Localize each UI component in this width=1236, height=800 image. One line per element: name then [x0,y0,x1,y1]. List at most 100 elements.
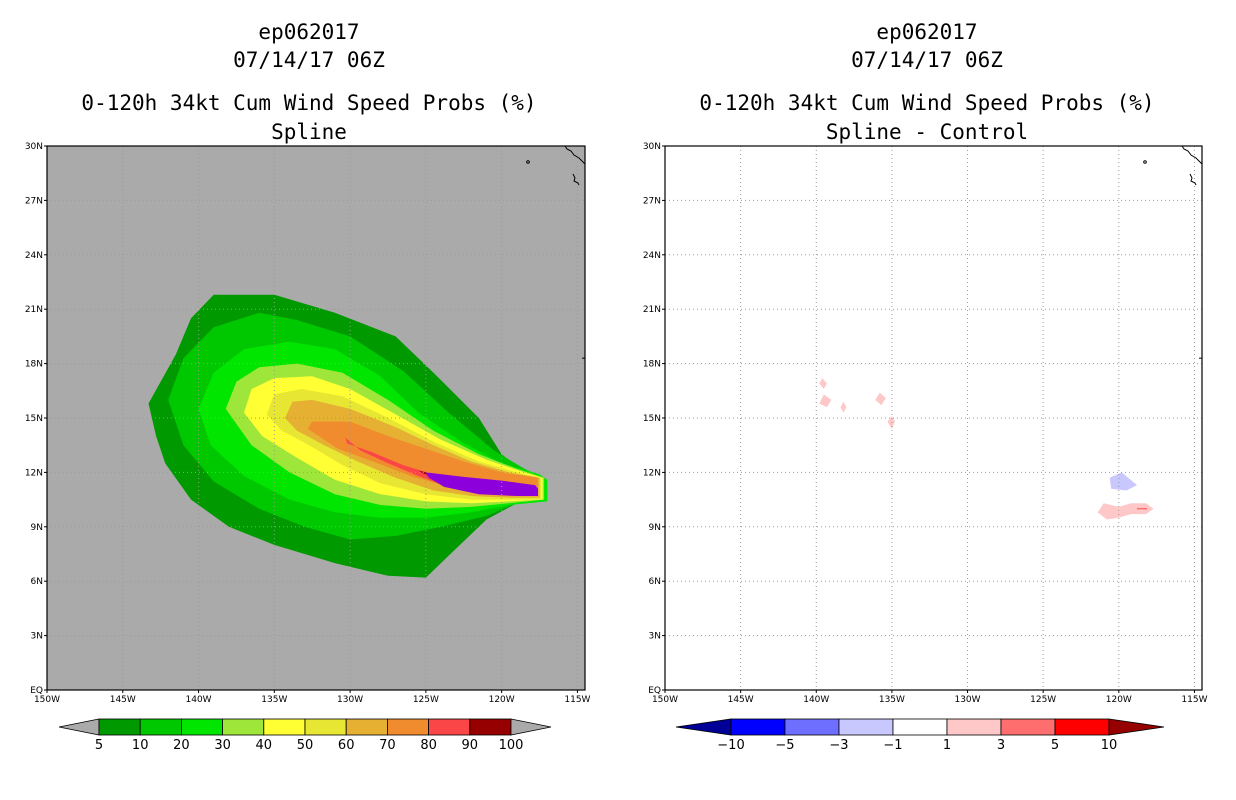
colorbar-segment [838,718,894,736]
x-tick-label: 140W [803,695,829,705]
colorbar-segment [469,718,512,736]
y-tick-label: 24N [643,251,661,261]
left-storm-id: ep062017 [258,20,360,44]
y-tick-label: 3N [31,632,43,642]
right-storm-id: ep062017 [876,20,978,44]
colorbar-label: 10 [1101,738,1118,753]
colorbar-segment [139,718,182,736]
colorbar-label: 5 [1051,738,1059,753]
y-tick-label: 12N [25,468,43,478]
prob-contour-100 [425,472,538,496]
colorbar-segment [892,718,948,736]
y-tick-label: 18N [25,360,43,370]
colorbar-segment [784,718,840,736]
colorbar-label: 80 [420,738,437,753]
left-datetime: 07/14/17 06Z [233,48,385,72]
difference-area-2 [840,401,847,413]
colorbar-label: 1 [943,738,951,753]
coastline-island [572,173,580,186]
data-layer [148,294,548,578]
x-tick-label: 115W [564,695,590,705]
colorbar-label: 70 [379,738,396,753]
colorbar-label: −5 [775,738,794,753]
y-tick-label: 21N [25,305,43,315]
right-chart-title: 0-120h 34kt Cum Wind Speed Probs (%) [699,91,1155,115]
left-chart-subtitle: Spline [271,120,347,144]
x-tick-label: 140W [186,695,212,705]
colorbar-segment [304,718,347,736]
y-tick-label: 6N [31,577,43,587]
y-tick-label: 27N [25,196,43,206]
data-layer [819,378,1154,520]
colorbar-label: 40 [256,738,273,753]
left-colorbar: 5 10 20 30 40 50 60 70 80 90 100 [58,718,552,753]
colorbar-label: 90 [462,738,479,753]
y-tick-label: 9N [31,523,43,533]
left-chart-title: 0-120h 34kt Cum Wind Speed Probs (%) [81,91,537,115]
island [1143,160,1147,164]
x-tick-label: 150W [34,695,60,705]
colorbar-segment [263,718,306,736]
colorbar-segment [1000,718,1056,736]
colorbar-label: 5 [95,738,103,753]
difference-area-6 [1109,472,1137,491]
y-tick-label: EQ [30,686,43,696]
difference-area-1 [819,394,832,408]
x-tick-label: 130W [337,695,363,705]
y-tick-label: 21N [643,305,661,315]
x-tick-label: 120W [489,695,515,705]
colorbar-label: 30 [214,738,231,753]
difference-area-0 [819,378,827,389]
colorbar-segment [946,718,1002,736]
difference-area-3 [875,392,886,406]
difference-area-4 [887,416,895,429]
colorbar-segment [98,718,141,736]
x-tick-label: 120W [1106,695,1132,705]
y-tick-label: 24N [25,251,43,261]
right-datetime: 07/14/17 06Z [851,48,1003,72]
right-colorbar: −10 −5 −3 −1 1 3 5 10 [675,718,1165,753]
colorbar-segment [428,718,471,736]
x-tick-label: 135W [879,695,905,705]
colorbar-segment [386,718,429,736]
x-tick-label: 150W [652,695,678,705]
colorbar-label: 50 [297,738,314,753]
x-tick-label: 145W [728,695,754,705]
coastline [564,145,586,165]
y-tick-label: 12N [643,468,661,478]
y-tick-label: 30N [25,142,43,152]
colorbar-over-triangle [1108,718,1165,736]
y-tick-label: 27N [643,196,661,206]
y-tick-label: 30N [643,142,661,152]
y-tick-label: EQ [648,686,661,696]
prob-contour-70 [307,421,538,496]
colorbar-segment [180,718,223,736]
x-tick-label: 135W [261,695,287,705]
colorbar-under-triangle [675,718,732,736]
y-tick-label: 15N [643,414,661,424]
colorbar-over-triangle [510,718,552,736]
coastline [1181,145,1203,165]
y-tick-label: 18N [643,360,661,370]
colorbar-segment [730,718,786,736]
y-tick-label: 9N [649,523,661,533]
difference-area-5 [1097,503,1154,520]
y-tick-label: 3N [649,632,661,642]
y-tick-label: 6N [649,577,661,587]
colorbar-label: 10 [132,738,149,753]
x-tick-label: 115W [1181,695,1207,705]
colorbar-label: 20 [173,738,190,753]
colorbar-label: −3 [829,738,848,753]
colorbar-label: 100 [499,738,524,753]
colorbar-label: −10 [717,738,744,753]
x-tick-label: 130W [954,695,980,705]
colorbar-segment [345,718,388,736]
x-tick-label: 145W [110,695,136,705]
x-tick-label: 125W [1030,695,1056,705]
colorbar-under-triangle [58,718,100,736]
right-chart-subtitle: Spline - Control [825,120,1029,144]
colorbar-label: 3 [997,738,1005,753]
coastline-island [1189,173,1197,186]
y-tick-label: 15N [25,414,43,424]
colorbar-label: −1 [883,738,902,753]
